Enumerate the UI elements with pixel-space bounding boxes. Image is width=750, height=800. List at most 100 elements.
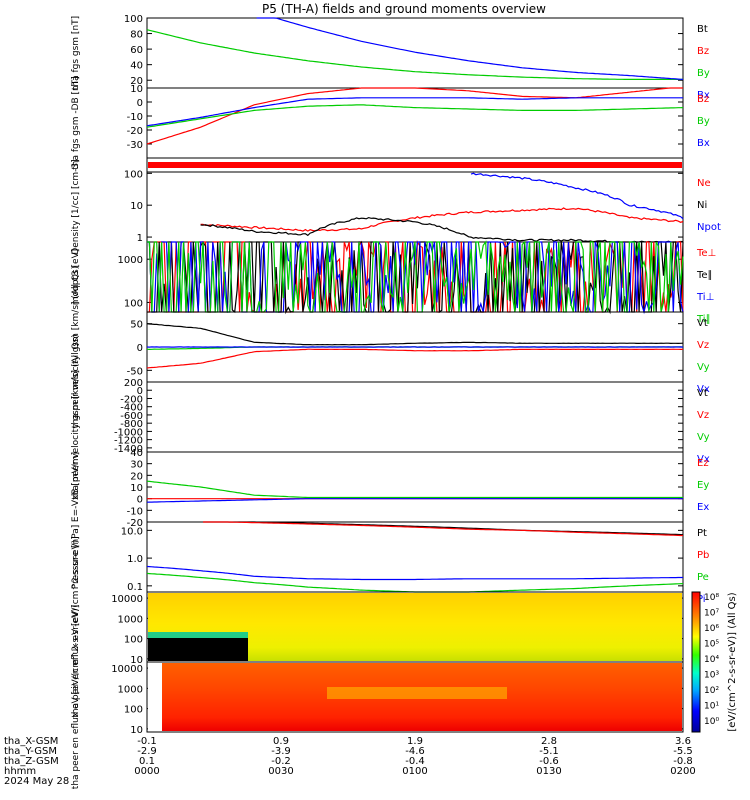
ytick-label: 10 (130, 655, 143, 666)
panel-frame-6 (146, 381, 684, 453)
xaxis-row-name: tha_X-GSM (4, 736, 58, 747)
legend-Vz: Vz (697, 340, 709, 351)
xaxis-tick-label: 3.6 (675, 736, 691, 747)
ytick-label: 0 (137, 98, 143, 109)
ytick-label: -30 (127, 140, 143, 151)
ytick-label: 10 (130, 725, 143, 736)
panel-ylabel: tha peir velocity gsm [km/s] (All Qs) (71, 266, 81, 428)
ytick-label: 10 (130, 84, 143, 95)
xaxis-tick-label: -0.6 (539, 756, 559, 767)
panel-ylabel: tha peer en eflux eV [eV/(cm^2-s-sr-eV)] (71, 605, 81, 789)
legend-Bx: Bx (697, 90, 710, 101)
xaxis-tick-label: 0.9 (273, 736, 289, 747)
date-label: 2024 May 28 (4, 776, 69, 787)
series-line-By (146, 104, 684, 128)
xaxis-tick-label: -5.1 (539, 746, 559, 757)
legend-Ni: Ni (697, 200, 707, 211)
ytick-label: 80 (130, 30, 143, 41)
ytick-label: 10000 (111, 664, 143, 675)
series-line-Vt (146, 323, 684, 346)
xaxis-row-name: tha_Y-GSM (4, 746, 57, 757)
series-line-Bz (146, 87, 683, 145)
ytick-label: -10 (127, 112, 143, 123)
ytick-label: 100 (124, 14, 143, 25)
legend-Vx: Vx (697, 384, 710, 395)
colorbar-tick-label: 10³ (704, 671, 719, 681)
xaxis-tick-label: -0.8 (673, 756, 693, 767)
legend-Vx: Vx (697, 454, 710, 465)
legend-Vt: Vt (697, 318, 708, 329)
panel-ylabel: E=-VxB [mV/m] (71, 452, 81, 522)
xaxis-tick-label: 0200 (670, 766, 695, 777)
ytick-label: 0 (137, 495, 143, 506)
series-line-Vz (146, 348, 683, 369)
ytick-label: 10.0 (121, 526, 143, 537)
ytick-label: 0 (137, 343, 143, 354)
xaxis-tick-label: -4.6 (405, 746, 425, 757)
series-line-Pb (203, 521, 683, 537)
panel-ylabel: tha peir en eflux eV [eV/(cm^2-s-sr-eV)] (71, 536, 81, 717)
ytick-label: 20 (130, 76, 143, 87)
ytick-label: 200 (124, 378, 143, 389)
series-line-Ex (146, 498, 683, 503)
ytick-label: -400 (120, 403, 143, 414)
series-line-Npot (470, 172, 684, 220)
colorbar-tick-label: 10⁶ (704, 624, 719, 634)
panel-ylabel: tha fgs gsm [nT] (71, 16, 81, 90)
ytick-label: -20 (127, 518, 143, 529)
xaxis-tick-label: 0000 (134, 766, 159, 777)
colorbar-tick-label: 10⁵ (704, 640, 719, 650)
legend-Ez: Ez (697, 458, 709, 469)
ytick-label: -800 (120, 419, 143, 430)
panel-ylabel: Density [1/cc] [cm-3] (71, 159, 81, 254)
ytick-label: 100 (124, 298, 143, 309)
colorbar (691, 591, 701, 733)
xaxis-tick-label: -5.5 (673, 746, 693, 757)
legend-Ex: Ex (697, 502, 709, 513)
xaxis-tick-label: 0100 (402, 766, 427, 777)
series-line-Pe (146, 572, 684, 593)
legend-Bx: Bx (697, 138, 710, 149)
legend-Vz: Vz (697, 410, 709, 421)
ytick-label: 0 (137, 386, 143, 397)
legend-Te∥: Te∥ (696, 270, 713, 281)
legend-Bz: Bz (697, 94, 709, 105)
ytick-label: -1000 (114, 427, 143, 438)
xaxis-tick-label: 0030 (268, 766, 293, 777)
ytick-label: 1 (137, 233, 143, 244)
legend-Te⊥: Te⊥ (696, 248, 716, 259)
xaxis-tick-label: 2.8 (541, 736, 557, 747)
colorbar-tick-label: 10² (704, 686, 719, 696)
ytick-label: 40 (130, 448, 143, 459)
series-line-Pi (146, 565, 683, 581)
ytick-label: 1000 (118, 614, 143, 625)
xaxis-tick-label: 0130 (536, 766, 561, 777)
panel-ylabel: Pressure [nPa] (71, 525, 81, 590)
ytick-label: -1400 (114, 444, 143, 455)
figure-title: P5 (TH-A) fields and ground moments over… (262, 2, 546, 16)
ytick-label: 1000 (118, 684, 143, 695)
legend-Pi: Pi (697, 594, 706, 605)
ytick-label: -20 (127, 126, 143, 137)
legend-Vt: Vt (697, 388, 708, 399)
ytick-label: -50 (127, 366, 143, 377)
colorbar-tick-label: 10⁷ (704, 609, 719, 619)
quality-flag-bar (148, 162, 682, 168)
panel-frame-10 (146, 661, 684, 733)
spectrogram-band (327, 687, 507, 699)
colorbar-label: [eV/(cm^2-s-sr-eV)] (All Qs) (727, 592, 738, 731)
legend-Npot: Npot (697, 222, 721, 233)
panel-ylabel: tha fgs gsm -DB [nT] (71, 76, 81, 170)
ytick-label: 30 (130, 460, 143, 471)
ytick-label: 100 (124, 169, 143, 180)
panel-frame-3 (146, 171, 684, 243)
legend-Ti∥: Ti∥ (696, 314, 711, 325)
series-line-Ni (200, 216, 684, 243)
legend-By: By (697, 68, 710, 79)
legend-Bz: Bz (697, 46, 709, 57)
series-line-By (146, 29, 683, 81)
spectrogram-band (148, 632, 248, 638)
ytick-label: 100 (124, 635, 143, 646)
xaxis-tick-label: 1.9 (407, 736, 423, 747)
ytick-label: 10 (130, 483, 143, 494)
